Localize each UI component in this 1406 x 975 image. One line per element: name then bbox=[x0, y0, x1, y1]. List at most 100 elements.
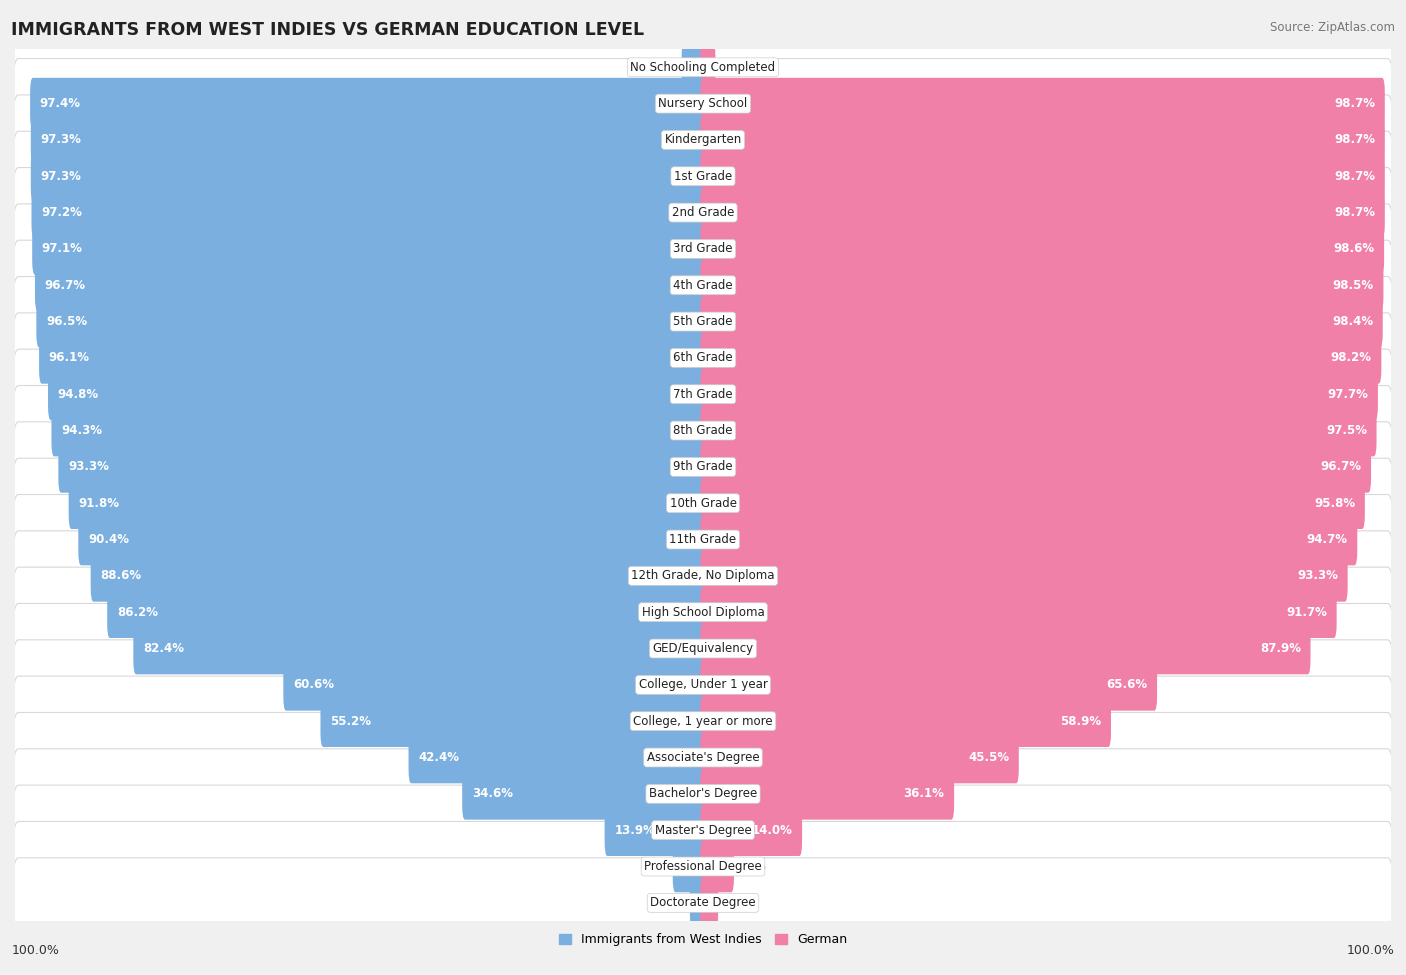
Text: 98.2%: 98.2% bbox=[1330, 351, 1372, 365]
Text: GED/Equivalency: GED/Equivalency bbox=[652, 643, 754, 655]
Text: Source: ZipAtlas.com: Source: ZipAtlas.com bbox=[1270, 21, 1395, 34]
Text: 98.7%: 98.7% bbox=[1334, 170, 1375, 182]
Text: 98.7%: 98.7% bbox=[1334, 134, 1375, 146]
Text: 98.6%: 98.6% bbox=[1333, 243, 1375, 255]
Text: 87.9%: 87.9% bbox=[1260, 643, 1301, 655]
FancyBboxPatch shape bbox=[39, 332, 706, 384]
FancyBboxPatch shape bbox=[13, 458, 1393, 548]
Text: College, Under 1 year: College, Under 1 year bbox=[638, 679, 768, 691]
FancyBboxPatch shape bbox=[13, 349, 1393, 440]
FancyBboxPatch shape bbox=[31, 187, 706, 239]
Text: 1.5%: 1.5% bbox=[658, 896, 688, 910]
Text: 90.4%: 90.4% bbox=[89, 533, 129, 546]
FancyBboxPatch shape bbox=[700, 332, 1381, 384]
FancyBboxPatch shape bbox=[700, 804, 801, 856]
Text: 94.3%: 94.3% bbox=[60, 424, 103, 437]
Text: 4.0%: 4.0% bbox=[640, 860, 671, 873]
FancyBboxPatch shape bbox=[13, 204, 1393, 294]
FancyBboxPatch shape bbox=[90, 550, 706, 602]
FancyBboxPatch shape bbox=[79, 514, 706, 566]
FancyBboxPatch shape bbox=[700, 369, 1378, 420]
FancyBboxPatch shape bbox=[700, 42, 716, 93]
FancyBboxPatch shape bbox=[672, 840, 706, 892]
FancyBboxPatch shape bbox=[700, 478, 1365, 529]
FancyBboxPatch shape bbox=[13, 713, 1393, 802]
FancyBboxPatch shape bbox=[69, 478, 706, 529]
Text: Professional Degree: Professional Degree bbox=[644, 860, 762, 873]
FancyBboxPatch shape bbox=[13, 640, 1393, 730]
FancyBboxPatch shape bbox=[13, 168, 1393, 257]
FancyBboxPatch shape bbox=[700, 659, 1157, 711]
FancyBboxPatch shape bbox=[13, 313, 1393, 403]
Text: 11th Grade: 11th Grade bbox=[669, 533, 737, 546]
Text: 98.7%: 98.7% bbox=[1334, 98, 1375, 110]
Text: 12th Grade, No Diploma: 12th Grade, No Diploma bbox=[631, 569, 775, 582]
Text: 97.1%: 97.1% bbox=[42, 243, 83, 255]
FancyBboxPatch shape bbox=[32, 223, 706, 275]
FancyBboxPatch shape bbox=[13, 132, 1393, 221]
Text: 7th Grade: 7th Grade bbox=[673, 388, 733, 401]
Text: 88.6%: 88.6% bbox=[100, 569, 142, 582]
Text: College, 1 year or more: College, 1 year or more bbox=[633, 715, 773, 727]
Text: 100.0%: 100.0% bbox=[1347, 945, 1395, 957]
FancyBboxPatch shape bbox=[13, 785, 1393, 876]
FancyBboxPatch shape bbox=[107, 586, 706, 638]
FancyBboxPatch shape bbox=[700, 187, 1385, 239]
FancyBboxPatch shape bbox=[700, 114, 1385, 166]
Text: 8th Grade: 8th Grade bbox=[673, 424, 733, 437]
FancyBboxPatch shape bbox=[48, 369, 706, 420]
Text: 97.2%: 97.2% bbox=[41, 206, 82, 219]
FancyBboxPatch shape bbox=[700, 623, 1310, 675]
FancyBboxPatch shape bbox=[700, 405, 1376, 456]
Text: 93.3%: 93.3% bbox=[1298, 569, 1339, 582]
Text: 36.1%: 36.1% bbox=[904, 788, 945, 800]
Text: 14.0%: 14.0% bbox=[752, 824, 793, 837]
FancyBboxPatch shape bbox=[700, 78, 1385, 130]
FancyBboxPatch shape bbox=[700, 223, 1384, 275]
Text: Bachelor's Degree: Bachelor's Degree bbox=[650, 788, 756, 800]
Text: Doctorate Degree: Doctorate Degree bbox=[650, 896, 756, 910]
Text: 97.4%: 97.4% bbox=[39, 98, 80, 110]
FancyBboxPatch shape bbox=[134, 623, 706, 675]
FancyBboxPatch shape bbox=[13, 95, 1393, 185]
Text: 98.5%: 98.5% bbox=[1333, 279, 1374, 292]
Text: IMMIGRANTS FROM WEST INDIES VS GERMAN EDUCATION LEVEL: IMMIGRANTS FROM WEST INDIES VS GERMAN ED… bbox=[11, 21, 644, 39]
Text: 9th Grade: 9th Grade bbox=[673, 460, 733, 474]
FancyBboxPatch shape bbox=[700, 878, 718, 928]
Text: 96.7%: 96.7% bbox=[45, 279, 86, 292]
Text: 60.6%: 60.6% bbox=[292, 679, 335, 691]
Text: 97.5%: 97.5% bbox=[1326, 424, 1367, 437]
FancyBboxPatch shape bbox=[700, 840, 734, 892]
Text: 3rd Grade: 3rd Grade bbox=[673, 243, 733, 255]
FancyBboxPatch shape bbox=[13, 858, 1393, 948]
Text: 96.1%: 96.1% bbox=[49, 351, 90, 365]
Text: No Schooling Completed: No Schooling Completed bbox=[630, 60, 776, 74]
FancyBboxPatch shape bbox=[37, 295, 706, 347]
FancyBboxPatch shape bbox=[35, 259, 706, 311]
FancyBboxPatch shape bbox=[690, 878, 706, 928]
FancyBboxPatch shape bbox=[13, 277, 1393, 367]
FancyBboxPatch shape bbox=[13, 494, 1393, 585]
Text: 82.4%: 82.4% bbox=[143, 643, 184, 655]
Text: Master's Degree: Master's Degree bbox=[655, 824, 751, 837]
Text: 94.8%: 94.8% bbox=[58, 388, 98, 401]
Text: 45.5%: 45.5% bbox=[969, 751, 1010, 764]
FancyBboxPatch shape bbox=[58, 441, 706, 492]
Text: 91.8%: 91.8% bbox=[79, 496, 120, 510]
FancyBboxPatch shape bbox=[13, 22, 1393, 112]
FancyBboxPatch shape bbox=[13, 422, 1393, 512]
Text: 93.3%: 93.3% bbox=[67, 460, 108, 474]
FancyBboxPatch shape bbox=[700, 150, 1385, 202]
Text: 98.4%: 98.4% bbox=[1331, 315, 1374, 328]
Text: 55.2%: 55.2% bbox=[330, 715, 371, 727]
Legend: Immigrants from West Indies, German: Immigrants from West Indies, German bbox=[554, 928, 852, 952]
Text: 96.5%: 96.5% bbox=[46, 315, 87, 328]
Text: 42.4%: 42.4% bbox=[418, 751, 460, 764]
Text: 1.8%: 1.8% bbox=[721, 896, 751, 910]
FancyBboxPatch shape bbox=[321, 695, 706, 747]
Text: 98.7%: 98.7% bbox=[1334, 206, 1375, 219]
Text: 6th Grade: 6th Grade bbox=[673, 351, 733, 365]
Text: 10th Grade: 10th Grade bbox=[669, 496, 737, 510]
Text: Associate's Degree: Associate's Degree bbox=[647, 751, 759, 764]
FancyBboxPatch shape bbox=[13, 567, 1393, 657]
